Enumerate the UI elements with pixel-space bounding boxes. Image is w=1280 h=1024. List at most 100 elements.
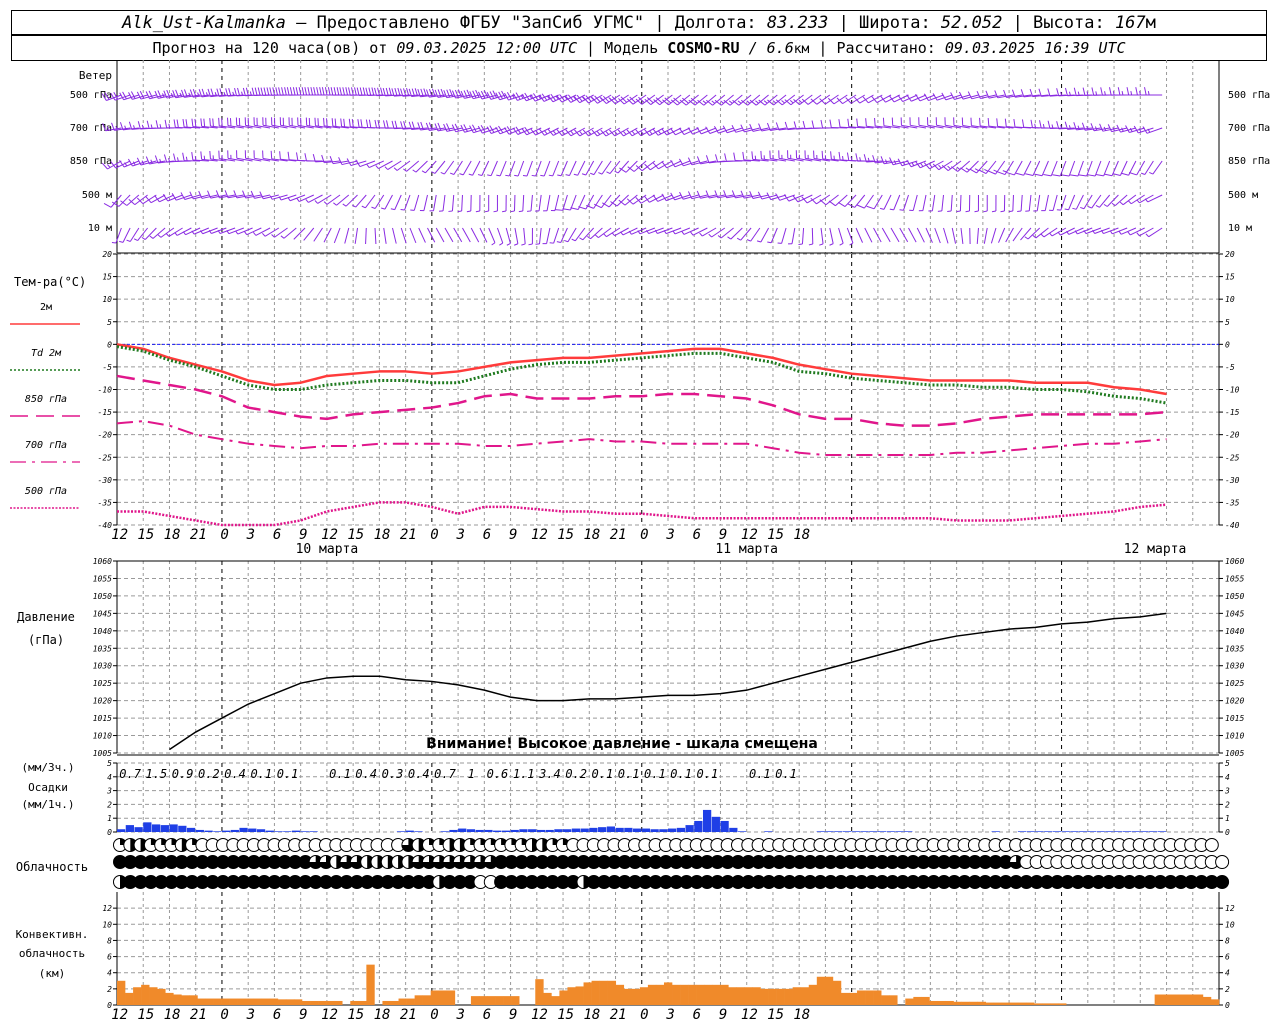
barb-shaft xyxy=(1148,227,1163,238)
cloud-fill xyxy=(927,875,941,889)
wind-barb-icon xyxy=(449,160,463,175)
precip-3h-total: 0.7 xyxy=(434,767,456,781)
barb-shaft xyxy=(228,227,244,235)
cloud-fill xyxy=(824,875,838,889)
barb-shaft xyxy=(1077,160,1084,177)
barb-feather xyxy=(503,127,510,135)
wind-barb-icon xyxy=(1111,194,1128,207)
cloud-fill xyxy=(927,855,941,869)
barb-shaft xyxy=(1060,227,1075,236)
x-hour-label: 9 xyxy=(299,527,307,543)
barb-shaft xyxy=(582,227,595,241)
barb-feather xyxy=(640,130,644,135)
precip-bar xyxy=(825,831,834,832)
barb-feather xyxy=(623,131,627,135)
barb-shaft xyxy=(418,227,426,243)
cloud-cover-circle-icon xyxy=(875,875,890,889)
barb-feather xyxy=(194,118,197,127)
cloud-fill xyxy=(855,875,869,889)
barb-feather xyxy=(792,195,799,203)
barb-feather xyxy=(101,162,108,170)
wind-barb-icon xyxy=(549,227,560,244)
cloud-cover-circle-icon xyxy=(720,855,735,869)
barb-feather xyxy=(670,99,678,106)
barb-feather xyxy=(798,99,803,104)
barb-shaft xyxy=(922,194,927,211)
temp-tick-label: -25 xyxy=(1225,453,1240,462)
barb-shaft xyxy=(918,124,935,129)
wind-barb-icon xyxy=(705,94,726,106)
pressure-tick-label: 1025 xyxy=(93,679,112,688)
barb-shaft xyxy=(998,227,1006,243)
wind-barb-icon xyxy=(855,153,874,162)
barb-shaft xyxy=(400,227,407,244)
wind-barb-icon xyxy=(1047,120,1066,129)
barb-feather xyxy=(867,157,870,162)
barb-shaft xyxy=(807,94,822,105)
cloud-cover-circle-icon xyxy=(916,855,931,869)
barb-feather xyxy=(618,199,626,206)
wind-barb-icon xyxy=(236,150,253,162)
cloud-fill xyxy=(597,855,611,869)
wind-barb-icon xyxy=(475,194,481,213)
barb-feather xyxy=(460,90,465,99)
barb-shaft xyxy=(901,124,918,129)
cloud-fill xyxy=(762,875,776,889)
barb-shaft xyxy=(632,194,647,205)
x-hour-label-bottom: 12 xyxy=(111,1007,128,1023)
barb-feather xyxy=(355,159,361,167)
cloud-fill xyxy=(989,855,1002,869)
cloud-cover-circle-icon xyxy=(422,875,436,889)
calculated-label: | Рассчитано: xyxy=(809,39,945,57)
cloud-fill xyxy=(618,875,632,889)
cloud-fill xyxy=(298,855,312,869)
precip-bar xyxy=(143,822,152,832)
barb-shaft xyxy=(129,227,140,242)
wind-barb-icon xyxy=(652,160,673,170)
barb-feather xyxy=(882,117,885,126)
barb-feather xyxy=(657,130,662,135)
cloud-fill xyxy=(1092,875,1105,889)
cloud-cover-circle-icon xyxy=(174,855,189,869)
wind-barb-icon xyxy=(727,227,743,240)
barb-feather xyxy=(1144,198,1149,203)
cloud-fill xyxy=(360,875,374,889)
model-resolution: / 6.6 xyxy=(739,39,794,57)
wind-barb-icon xyxy=(1008,194,1014,213)
cloud-fill xyxy=(947,875,961,889)
barb-feather xyxy=(493,210,498,213)
wind-barb-icon xyxy=(681,227,699,235)
temp-axis-label: Тем-ра(°C) xyxy=(14,275,86,289)
wind-barb-icon xyxy=(182,118,201,129)
pressure-tick-label: 1040 xyxy=(93,627,112,636)
wind-barb-icon xyxy=(512,126,533,135)
barb-shaft xyxy=(990,227,997,244)
cloud-fill xyxy=(1019,875,1033,889)
barb-feather xyxy=(521,243,526,246)
barb-shaft xyxy=(574,227,586,242)
barb-shaft xyxy=(359,160,376,168)
barb-feather xyxy=(437,122,442,131)
barb-shaft xyxy=(552,160,560,177)
barb-feather xyxy=(775,99,783,106)
barb-feather xyxy=(451,90,456,99)
precip-bar xyxy=(283,831,292,832)
barb-feather xyxy=(1119,201,1124,206)
barb-feather xyxy=(1087,206,1092,209)
cloud-fill xyxy=(453,875,467,889)
barb-feather xyxy=(212,118,214,127)
wind-barb-icon xyxy=(602,194,621,208)
barb-feather xyxy=(582,129,589,137)
barb-feather xyxy=(1000,210,1005,213)
barb-feather xyxy=(976,90,981,99)
wind-barb-icon xyxy=(333,227,341,244)
cloud-fill xyxy=(566,855,580,869)
barb-feather xyxy=(420,121,424,130)
wind-barb-icon xyxy=(997,160,1014,176)
wind-barb-icon xyxy=(1118,227,1137,235)
precip-bar xyxy=(519,829,528,832)
cloud-cover-circle-icon xyxy=(761,855,776,869)
barb-feather xyxy=(849,242,854,246)
wind-barb-icon xyxy=(582,127,603,137)
